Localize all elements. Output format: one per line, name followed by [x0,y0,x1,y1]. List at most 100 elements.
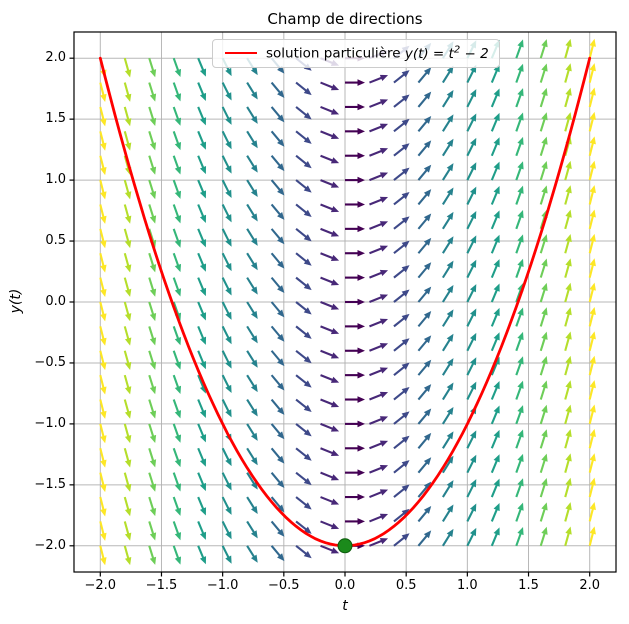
quiver-arrow-shaft [417,217,428,230]
quiver-arrow-shaft [441,509,451,522]
quiver-arrow-head [423,335,432,344]
quiver-arrow-shaft [246,520,256,534]
quiver-arrow-head [330,498,340,505]
quiver-arrow-shaft [295,325,308,336]
quiver-arrow-head [423,457,432,466]
quiver-arrow-head [250,408,258,417]
quiver-arrow-head [469,381,477,390]
quiver-arrow-shaft [369,149,383,157]
quiver-arrow-head [174,288,182,297]
quiver-arrow-head [100,288,107,298]
quiver-arrow-shaft [123,277,130,291]
quiver-arrow-shaft [148,228,155,243]
y-tick-label: 1.5 [45,111,66,127]
quiver-arrow-head [174,556,182,565]
quiver-arrow-head [330,108,340,115]
quiver-arrow-shaft [99,399,105,413]
quiver-arrow-head [225,311,232,320]
quiver-arrow-head [517,502,524,511]
quiver-arrow-shaft [295,228,308,239]
quiver-arrow-shaft [490,337,498,352]
quiver-arrow-shaft [172,472,180,486]
quiver-arrow-shaft [148,447,155,462]
quiver-arrow-shaft [369,417,383,425]
quiver-arrow-shaft [515,240,522,254]
quiver-arrow-shaft [369,296,383,303]
quiver-arrow-head [303,331,312,339]
quiver-arrow-head [149,337,157,346]
quiver-arrow-head [225,482,232,491]
quiver-arrow-head [199,117,207,126]
quiver-arrow-head [124,556,132,566]
x-tick-label: 1.0 [457,578,478,593]
quiver-arrow-head [149,93,157,102]
quiver-arrow-head [199,312,207,321]
quiver-arrow-head [124,337,132,346]
quiver-arrow-head [589,502,596,511]
quiver-arrow-head [565,355,572,364]
quiver-arrow-head [401,167,410,175]
quiver-arrow-head [493,478,500,487]
quiver-arrow-head [589,233,596,242]
quiver-arrow-shaft [172,57,180,72]
quiver-arrow-shaft [417,193,428,206]
quiver-arrow-head [493,137,500,146]
quiver-arrow-head [541,502,548,511]
quiver-arrow-head [250,530,258,539]
quiver-arrow-shaft [123,131,130,145]
quiver-arrow-head [149,191,157,200]
quiver-arrow-shaft [369,76,383,84]
quiver-arrow-head [225,67,232,77]
quiver-arrow-shaft [466,386,475,400]
quiver-arrow-head [565,38,572,48]
quiver-arrow-head [149,312,157,322]
quiver-arrow-shaft [588,410,594,425]
quiver-arrow-shaft [246,325,256,339]
quiver-arrow-shaft [588,69,594,83]
quiver-arrow-head [357,103,365,111]
quiver-arrow-shaft [197,350,205,364]
quiver-arrow-head [357,128,365,135]
quiver-arrow-shaft [564,93,570,108]
quiver-arrow-head [517,307,524,316]
quiver-arrow-shaft [564,288,570,303]
quiver-arrow-head [277,528,285,537]
quiver-arrow-head [174,361,182,370]
quiver-arrow-head [357,493,365,501]
quiver-arrow-head [149,288,157,297]
quiver-arrow-shaft [564,483,570,498]
quiver-arrow-shaft [417,388,428,401]
quiver-arrow-shaft [221,204,230,218]
quiver-arrow-shaft [221,350,230,364]
quiver-arrow-shaft [148,277,155,291]
quiver-arrow-head [174,507,182,516]
quiver-arrow-head [517,429,524,438]
quiver-arrow-head [303,404,312,413]
quiver-arrow-shaft [515,435,522,449]
quiver-arrow-shaft [466,289,475,303]
quiver-arrow-head [174,263,182,273]
quiver-arrow-head [423,67,432,76]
quiver-arrow-shaft [588,166,594,181]
quiver-arrow-head [401,460,410,468]
quiver-arrow-head [174,239,182,248]
quiver-arrow-head [589,282,596,291]
quiver-arrow-head [199,336,207,345]
quiver-arrow-head [149,69,157,78]
quiver-arrow-shaft [441,533,451,547]
quiver-arrow-shaft [246,252,256,266]
quiver-arrow-shaft [246,496,256,510]
quiver-arrow-shaft [417,461,428,474]
quiver-arrow-shaft [172,496,180,511]
quiver-arrow-head [493,283,500,292]
quiver-arrow-shaft [148,155,155,169]
quiver-arrow-shaft [246,301,256,315]
quiver-arrow-shaft [123,57,130,72]
quiver-arrow-head [277,163,285,172]
quiver-arrow-head [330,425,340,432]
quiver-arrow-head [174,483,182,492]
quiver-arrow-head [541,258,548,267]
quiver-arrow-head [379,221,389,228]
quiver-arrow-head [565,307,572,316]
